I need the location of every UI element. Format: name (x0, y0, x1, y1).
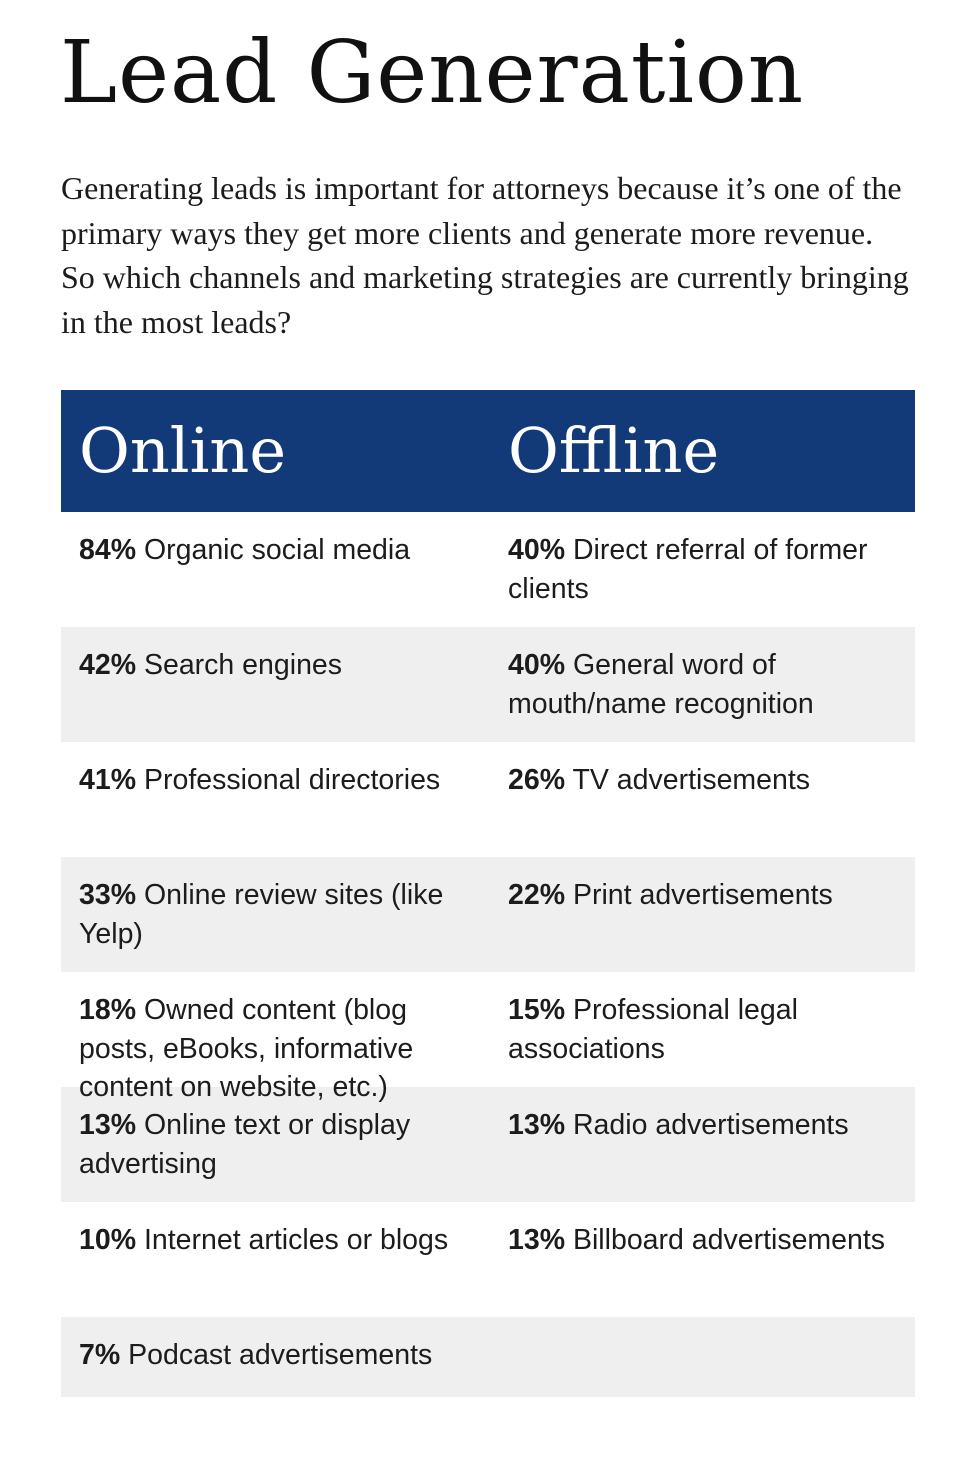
online-label: Internet articles or blogs (136, 1224, 449, 1256)
table-row: 13% Online text or display advertising 1… (61, 1087, 915, 1202)
online-label: Online text or display advertising (79, 1109, 411, 1180)
offline-percent: 26% (508, 764, 566, 796)
offline-cell: 15% Professional legal associations (490, 972, 915, 1087)
offline-percent: 40% (508, 534, 566, 566)
table-row: 41% Professional directories 26% TV adve… (61, 742, 915, 857)
offline-cell (490, 1317, 915, 1397)
online-cell: 42% Search engines (61, 627, 490, 742)
online-cell: 41% Professional directories (61, 742, 490, 857)
online-percent: 10% (79, 1224, 137, 1256)
offline-label: Direct referral of former clients (508, 534, 868, 605)
offline-cell: 40% General word of mouth/name recogniti… (490, 627, 915, 742)
offline-cell: 22% Print advertisements (490, 857, 915, 972)
online-cell: 7% Podcast advertisements (61, 1317, 490, 1397)
offline-label: General word of mouth/name recognition (508, 649, 814, 720)
online-percent: 41% (79, 764, 137, 796)
table-header: Online Offline (61, 390, 915, 512)
online-percent: 13% (79, 1109, 137, 1141)
table-row: 33% Online review sites (like Yelp) 22% … (61, 857, 915, 972)
offline-percent: 13% (508, 1224, 566, 1256)
offline-label: TV advertisements (565, 764, 811, 796)
online-percent: 7% (79, 1339, 121, 1371)
online-cell: 18% Owned content (blog posts, eBooks, i… (61, 972, 490, 1103)
offline-cell: 13% Radio advertisements (490, 1087, 915, 1202)
lead-channels-table: Online Offline 84% Organic social media … (61, 390, 915, 1397)
offline-percent: 15% (508, 994, 566, 1026)
online-cell: 84% Organic social media (61, 512, 490, 627)
offline-percent: 22% (508, 879, 566, 911)
offline-cell: 13% Billboard advertisements (490, 1202, 915, 1317)
online-label: Online review sites (like Yelp) (79, 879, 444, 950)
offline-percent: 40% (508, 649, 566, 681)
table-row: 18% Owned content (blog posts, eBooks, i… (61, 972, 915, 1103)
intro-paragraph: Generating leads is important for attorn… (61, 170, 909, 340)
online-percent: 18% (79, 994, 137, 1026)
online-label: Professional directories (136, 764, 441, 796)
offline-label: Professional legal associations (508, 994, 798, 1065)
online-percent: 33% (79, 879, 137, 911)
online-cell: 33% Online review sites (like Yelp) (61, 857, 490, 972)
header-offline: Offline (508, 414, 720, 487)
online-label: Organic social media (136, 534, 411, 566)
offline-percent: 13% (508, 1109, 566, 1141)
header-online: Online (79, 414, 287, 487)
online-label: Owned content (blog posts, eBooks, infor… (79, 994, 414, 1103)
online-label: Podcast advertisements (120, 1339, 433, 1371)
table-row: 84% Organic social media 40% Direct refe… (61, 512, 915, 627)
table-row: 42% Search engines 40% General word of m… (61, 627, 915, 742)
offline-cell: 26% TV advertisements (490, 742, 915, 857)
table-row: 7% Podcast advertisements (61, 1317, 915, 1397)
online-cell: 10% Internet articles or blogs (61, 1202, 490, 1317)
offline-label: Billboard advertisements (565, 1224, 886, 1256)
offline-cell: 40% Direct referral of former clients (490, 512, 915, 627)
offline-label: Radio advertisements (565, 1109, 849, 1141)
online-percent: 84% (79, 534, 137, 566)
page-title: Lead Generation (60, 23, 805, 123)
offline-label: Print advertisements (565, 879, 833, 911)
online-label: Search engines (136, 649, 343, 681)
table-row: 10% Internet articles or blogs 13% Billb… (61, 1202, 915, 1317)
online-percent: 42% (79, 649, 137, 681)
online-cell: 13% Online text or display advertising (61, 1087, 490, 1202)
